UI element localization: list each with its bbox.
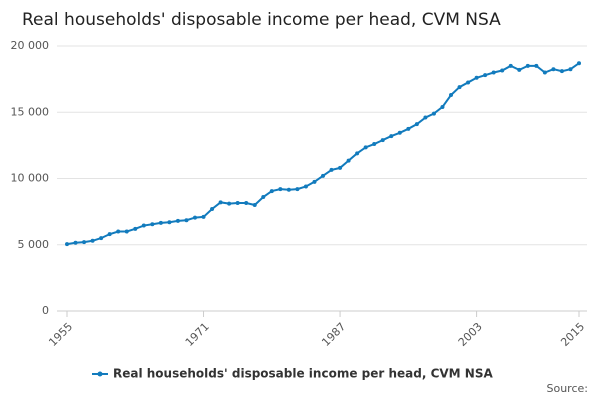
data-point [363, 145, 368, 150]
data-point [82, 240, 87, 245]
data-point [65, 242, 69, 247]
data-point [167, 220, 172, 225]
data-point [474, 75, 479, 80]
data-point [303, 184, 308, 189]
data-point [218, 200, 223, 205]
data-point [141, 223, 146, 228]
data-point [355, 151, 360, 156]
data-point [175, 218, 180, 223]
data-point [372, 142, 377, 147]
data-point [116, 229, 121, 234]
y-tick-label: 10 000 [11, 172, 50, 185]
data-point [235, 201, 240, 206]
y-tick-label: 0 [42, 304, 49, 317]
data-point [124, 229, 129, 234]
data-point [90, 238, 95, 243]
data-point [107, 232, 112, 237]
data-point [278, 187, 283, 192]
data-point [338, 165, 343, 170]
data-point [440, 104, 445, 109]
data-point [508, 63, 513, 68]
data-point [389, 134, 394, 139]
data-point [559, 69, 564, 74]
data-line [66, 62, 580, 246]
data-point [542, 70, 547, 75]
data-point [244, 201, 249, 206]
data-point [193, 215, 197, 220]
data-point [99, 236, 104, 241]
y-tick-label: 20 000 [11, 39, 50, 52]
data-point [483, 73, 488, 78]
data-point [133, 226, 138, 231]
data-point [329, 167, 334, 172]
x-tick-label: 1955 [46, 320, 75, 349]
x-tick-label: 1971 [183, 320, 212, 349]
data-point [286, 187, 291, 192]
data-point [500, 68, 505, 73]
x-tick-label: 1987 [319, 320, 348, 349]
data-point [491, 70, 496, 75]
data-point [210, 206, 215, 211]
data-point [150, 222, 155, 227]
data-point [397, 130, 402, 135]
source: Source: [547, 382, 589, 395]
data-point [252, 203, 257, 207]
data-point [534, 63, 539, 68]
x-tick-label: 2003 [456, 320, 485, 349]
data-point [568, 67, 573, 72]
legend-label: Real households' disposable income per h… [113, 367, 493, 381]
data-point [517, 67, 522, 72]
data-point [380, 138, 385, 143]
legend-swatch-dot [97, 371, 103, 377]
chart-title: Real households' disposable income per h… [22, 10, 501, 30]
data-point [551, 67, 556, 72]
data-point [431, 111, 436, 116]
data-point [201, 214, 206, 219]
data-point [406, 126, 411, 131]
data-point [525, 63, 530, 68]
data-point [261, 195, 266, 200]
data-point [449, 93, 453, 98]
data-point [312, 179, 317, 184]
data-point [457, 85, 462, 90]
data-point [577, 61, 581, 66]
y-tick-label: 15 000 [11, 105, 50, 118]
data-point [73, 240, 78, 245]
data-point [295, 187, 300, 192]
data-point [227, 201, 232, 206]
data-point [423, 115, 428, 120]
data-point [466, 80, 471, 85]
x-tick-label: 2015 [558, 320, 587, 349]
data-point [158, 220, 163, 225]
data-point [414, 122, 419, 127]
data-point [184, 218, 189, 223]
y-tick-label: 5 000 [18, 238, 50, 251]
data-point [346, 158, 351, 163]
data-point [321, 173, 325, 178]
data-point [269, 189, 274, 194]
